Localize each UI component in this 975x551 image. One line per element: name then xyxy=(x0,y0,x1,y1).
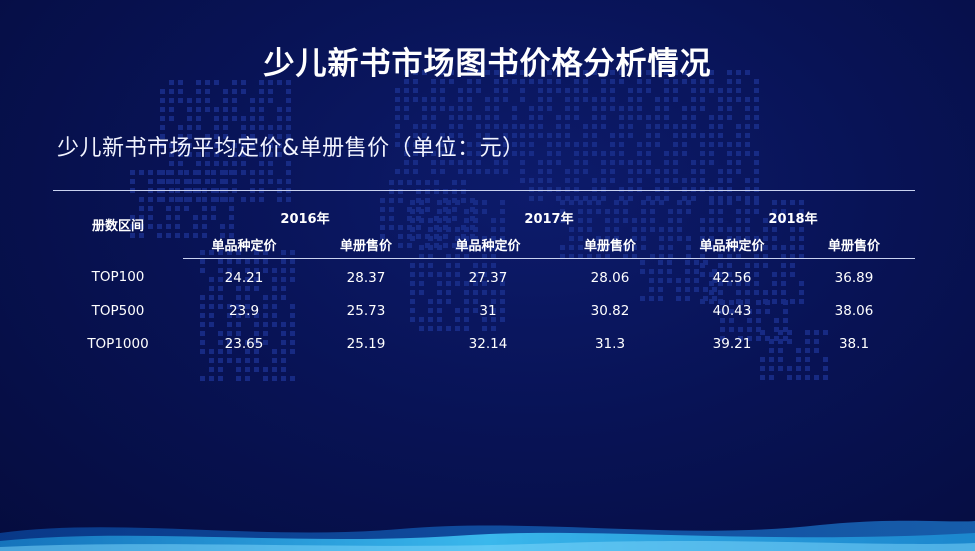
value-cell: 36.89 xyxy=(834,269,874,286)
value-cell: 31.3 xyxy=(594,335,626,352)
sub-header-sale-price: 单册售价 xyxy=(549,230,671,259)
value-cell: 42.56 xyxy=(712,269,752,286)
range-cell: TOP1000 xyxy=(87,335,149,352)
value-cell: 38.06 xyxy=(834,302,874,319)
range-cell: TOP100 xyxy=(91,269,145,286)
page-title: 少儿新书市场图书价格分析情况 xyxy=(263,46,712,82)
sub-header-sale-price: 单册售价 xyxy=(305,230,427,259)
sub-header-list-price: 单品种定价 xyxy=(183,230,305,259)
value-cell: 24.21 xyxy=(224,269,264,286)
value-cell: 40.43 xyxy=(712,302,752,319)
row-header: 册数区间 xyxy=(53,190,183,259)
value-cell: 23.65 xyxy=(224,335,264,352)
value-cell: 39.21 xyxy=(712,335,752,352)
wave-decoration xyxy=(0,520,975,551)
value-cell: 25.73 xyxy=(346,302,386,319)
value-cell: 32.14 xyxy=(468,335,508,352)
year-header-2016: 2016年 xyxy=(183,190,427,230)
value-cell: 31 xyxy=(479,302,497,319)
sub-header-list-price: 单品种定价 xyxy=(427,230,549,259)
sub-header-sale-price: 单册售价 xyxy=(793,230,915,259)
price-analysis-table: 册数区间 2016年 2017年 2018年 单品种定价 单册售价 单品种定价 … xyxy=(53,190,915,360)
value-cell: 28.37 xyxy=(346,269,386,286)
sub-header-list-price: 单品种定价 xyxy=(671,230,793,259)
value-cell: 28.06 xyxy=(590,269,630,286)
year-header-2017: 2017年 xyxy=(427,190,671,230)
value-cell: 25.19 xyxy=(346,335,386,352)
table-row-top100: TOP100 24.21 28.37 27.37 28.06 42.56 36.… xyxy=(53,259,915,295)
table-row-top500: TOP500 23.9 25.73 31 30.82 40.43 38.06 xyxy=(53,294,915,327)
value-cell: 27.37 xyxy=(468,269,508,286)
range-cell: TOP500 xyxy=(91,302,145,319)
table-row-top1000: TOP1000 23.65 25.19 32.14 31.3 39.21 38.… xyxy=(53,327,915,360)
year-header-2018: 2018年 xyxy=(671,190,915,230)
value-cell: 30.82 xyxy=(590,302,630,319)
value-cell: 23.9 xyxy=(228,302,260,319)
value-cell: 38.1 xyxy=(838,335,870,352)
table-subtitle: 少儿新书市场平均定价&单册售价（单位：元） xyxy=(57,136,525,161)
